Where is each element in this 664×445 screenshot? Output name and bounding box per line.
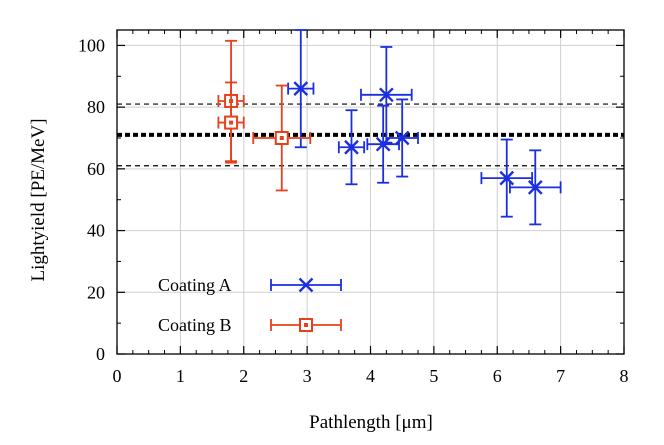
data-point — [366, 104, 400, 184]
data-point — [385, 98, 419, 178]
axes — [116, 29, 625, 355]
x-marker-stroke — [344, 139, 359, 155]
legend: Coating A Coating B — [158, 275, 342, 335]
legend-symbol-coating-a — [270, 277, 342, 293]
data-point — [287, 29, 315, 149]
data-point — [480, 138, 534, 218]
x-marker-stroke — [394, 130, 410, 146]
y-tick-label: 80 — [87, 97, 105, 117]
grid — [117, 30, 624, 354]
x-tick-label: 1 — [176, 366, 185, 386]
x-tick-label: 6 — [493, 366, 502, 386]
data-point — [509, 149, 562, 226]
plot-frame — [116, 29, 625, 355]
data-point — [252, 84, 312, 192]
x-marker-stroke — [298, 277, 314, 293]
series-coating-b — [217, 39, 312, 192]
data-points — [217, 29, 562, 226]
x-marker-stroke — [375, 136, 391, 152]
x-tick-label: 7 — [556, 366, 565, 386]
data-point — [360, 46, 413, 144]
x-marker-stroke — [293, 81, 309, 96]
legend-label-coating-b: Coating B — [158, 315, 232, 335]
square-marker-dot — [304, 323, 308, 327]
y-tick-label: 60 — [87, 159, 105, 179]
x-tick-label: 0 — [113, 366, 122, 386]
data-point — [217, 81, 245, 164]
x-marker-stroke — [527, 180, 543, 195]
series-coating-a — [287, 29, 562, 226]
y-tick-label: 20 — [87, 282, 105, 302]
y-axis-label: Lightyield [PE/MeV] — [28, 118, 49, 281]
x-tick-label: 8 — [620, 366, 629, 386]
y-tick-label: 40 — [87, 221, 105, 241]
x-tick-label: 5 — [429, 366, 438, 386]
x-axis-label: Pathlength [μm] — [309, 412, 433, 433]
legend-label-coating-a: Coating A — [158, 275, 232, 295]
x-tick-label: 3 — [303, 366, 312, 386]
data-point — [337, 109, 366, 186]
square-marker-dot — [279, 136, 284, 140]
y-tick-label: 0 — [96, 344, 105, 364]
x-tick-label: 2 — [239, 366, 248, 386]
square-marker-dot — [229, 120, 234, 125]
x-marker-stroke — [378, 87, 394, 103]
x-marker-stroke — [499, 170, 515, 186]
legend-symbol-coating-b — [270, 318, 342, 332]
x-tick-label: 4 — [366, 366, 375, 386]
reference-lines — [117, 103, 624, 167]
y-tick-label: 100 — [78, 35, 105, 55]
